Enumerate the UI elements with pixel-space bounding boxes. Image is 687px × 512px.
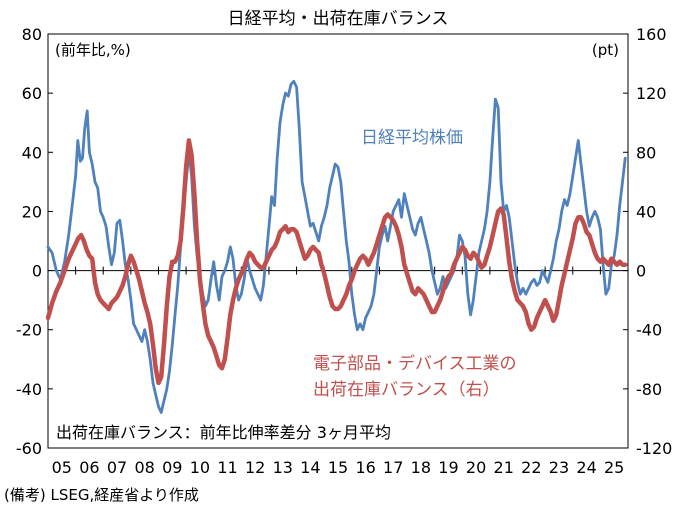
x-tick-label: 16	[355, 458, 375, 477]
plot-area	[47, 33, 629, 449]
right-tick-label: -120	[636, 439, 672, 458]
electronics-series-label-line1: 電子部品・デバイス工業の	[313, 353, 517, 374]
x-tick-label: 23	[549, 458, 569, 477]
chart-title: 日経平均・出荷在庫バランス	[228, 9, 449, 29]
right-tick-label: -80	[636, 380, 662, 399]
left-tick-label: -60	[16, 439, 42, 458]
inner-footnote: 出荷在庫バランス：前年比伸率差分 3ヶ月平均	[56, 423, 391, 442]
left-tick-label: 60	[22, 84, 42, 103]
x-tick-label: 19	[438, 458, 458, 477]
x-tick-label: 22	[521, 458, 541, 477]
electronics-series-label-line2: 出荷在庫バランス（右）	[313, 380, 500, 400]
x-tick-label: 18	[411, 458, 431, 477]
right-tick-label: 160	[636, 25, 667, 44]
nikkei-series-label: 日経平均株価	[361, 128, 463, 148]
left-tick-label: 20	[22, 202, 42, 221]
right-axis: 160 120 80 40 0 -40 -80 -120	[623, 25, 672, 458]
x-tick-label: 12	[245, 458, 265, 477]
right-tick-label: -40	[636, 321, 662, 340]
x-tick-label: 13	[273, 458, 293, 477]
electronics-balance-line	[45, 138, 628, 386]
x-tick-label: 25	[604, 458, 624, 477]
series-layer	[45, 79, 628, 414]
left-tick-label: 40	[22, 143, 42, 162]
left-axis: 80 60 40 20 0 -20 -40 -60	[16, 25, 53, 458]
x-tick-label: 24	[576, 458, 596, 477]
nikkei-line	[46, 79, 627, 414]
x-tick-label: 20	[466, 458, 486, 477]
right-tick-label: 120	[636, 84, 667, 103]
right-tick-label: 40	[636, 202, 656, 221]
right-tick-label: 80	[636, 143, 656, 162]
x-tick-label: 11	[217, 458, 237, 477]
left-axis-label: (前年比,%)	[55, 41, 131, 59]
x-tick-label: 17	[383, 458, 403, 477]
source-note: (備考) LSEG,経産省より作成	[4, 486, 199, 504]
x-tick-label: 07	[107, 458, 127, 477]
x-tick-label: 08	[134, 458, 154, 477]
left-tick-label: -20	[16, 321, 42, 340]
x-axis: 05 06 07 08 09 10 11 12 13 14 15 16 17 18 19 20 21 22 23 24…	[47, 266, 624, 477]
right-tick-label: 0	[636, 262, 646, 281]
x-tick-label: 09	[162, 458, 182, 477]
x-tick-label: 05	[52, 458, 72, 477]
x-tick-label: 14	[300, 458, 320, 477]
left-tick-label: -40	[16, 380, 42, 399]
left-tick-label: 80	[22, 25, 42, 44]
x-tick-label: 21	[494, 458, 514, 477]
right-axis-label: (pt)	[592, 41, 619, 59]
x-tick-label: 15	[328, 458, 348, 477]
x-tick-label: 06	[79, 458, 99, 477]
left-tick-label: 0	[32, 262, 42, 281]
x-tick-label: 10	[190, 458, 210, 477]
